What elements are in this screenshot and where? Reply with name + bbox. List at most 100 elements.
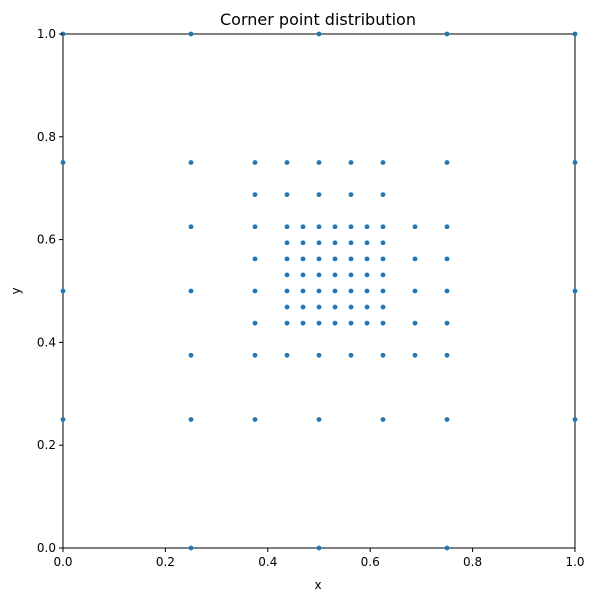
scatter-point [380, 272, 386, 278]
scatter-point [316, 272, 322, 278]
scatter-point [364, 272, 370, 278]
scatter-point [572, 288, 578, 294]
scatter-point [364, 256, 370, 262]
scatter-point [380, 240, 386, 246]
y-tick-label: 0.2 [37, 438, 56, 452]
scatter-point [380, 320, 386, 326]
scatter-point [348, 192, 354, 198]
scatter-point [444, 352, 450, 358]
scatter-point [252, 352, 258, 358]
scatter-point [284, 192, 290, 198]
x-tick-label: 0.6 [361, 555, 380, 569]
scatter-point [252, 256, 258, 262]
scatter-point [332, 224, 338, 230]
x-axis-label: x [314, 578, 321, 592]
scatter-point [316, 352, 322, 358]
scatter-point [332, 240, 338, 246]
scatter-point [284, 272, 290, 278]
scatter-point [412, 256, 418, 262]
scatter-point [300, 304, 306, 310]
scatter-point [284, 224, 290, 230]
scatter-point [380, 192, 386, 198]
scatter-point [572, 160, 578, 165]
scatter-point [412, 320, 418, 326]
scatter-point [188, 160, 194, 165]
scatter-point [444, 320, 450, 326]
scatter-point [300, 240, 306, 246]
scatter-point [412, 288, 418, 294]
y-axis-label: y [9, 287, 23, 294]
y-axis: 0.0 0.2 0.4 0.6 0.8 1.0 [37, 27, 63, 555]
scatter-point [188, 417, 194, 422]
scatter-point [380, 352, 386, 358]
scatter-point [332, 288, 338, 294]
scatter-point [412, 224, 418, 230]
scatter-point [300, 224, 306, 230]
scatter-point [284, 160, 290, 165]
scatter-point [380, 160, 386, 165]
scatter-point [188, 545, 194, 551]
scatter-point [348, 352, 354, 358]
scatter-point [348, 256, 354, 262]
scatter-point [284, 352, 290, 358]
scatter-point [300, 256, 306, 262]
x-tick-label: 0.8 [463, 555, 482, 569]
scatter-point [316, 304, 322, 310]
scatter-point [444, 31, 450, 37]
scatter-point [300, 288, 306, 294]
scatter-point [332, 320, 338, 326]
scatter-point [348, 160, 354, 165]
scatter-point [316, 160, 322, 165]
scatter-point [444, 545, 450, 551]
scatter-point [316, 320, 322, 326]
scatter-point [572, 31, 578, 37]
scatter-point [332, 272, 338, 278]
scatter-point [444, 160, 450, 165]
scatter-point [284, 320, 290, 326]
scatter-point [332, 256, 338, 262]
scatter-point [348, 288, 354, 294]
scatter-point [348, 224, 354, 230]
scatter-point [316, 240, 322, 246]
scatter-point [60, 417, 66, 422]
scatter-point [444, 224, 450, 230]
y-tick-label: 0.0 [37, 541, 56, 555]
scatter-point [380, 304, 386, 310]
scatter-point [252, 320, 258, 326]
scatter-point [316, 192, 322, 198]
x-tick-label: 0.0 [53, 555, 72, 569]
scatter-point [188, 31, 194, 37]
scatter-point [348, 240, 354, 246]
scatter-point [252, 417, 258, 422]
scatter-point [60, 160, 66, 165]
scatter-point [284, 256, 290, 262]
scatter-point [364, 224, 370, 230]
scatter-point [252, 288, 258, 294]
scatter-point [444, 288, 450, 294]
x-tick-label: 0.2 [156, 555, 175, 569]
scatter-point [348, 304, 354, 310]
scatter-point [332, 304, 338, 310]
scatter-point [60, 288, 66, 294]
scatter-point [316, 256, 322, 262]
scatter-point [380, 256, 386, 262]
scatter-point [380, 288, 386, 294]
y-tick-label: 0.6 [37, 233, 56, 247]
scatter-point [364, 240, 370, 246]
scatter-point [316, 224, 322, 230]
scatter-point [316, 545, 322, 551]
x-tick-label: 1.0 [565, 555, 584, 569]
x-tick-label: 0.4 [258, 555, 277, 569]
scatter-point [284, 288, 290, 294]
scatter-point [300, 272, 306, 278]
scatter-point [284, 240, 290, 246]
scatter-point [380, 224, 386, 230]
scatter-point [444, 256, 450, 262]
scatter-point [444, 417, 450, 422]
scatter-point [188, 288, 194, 294]
scatter-point [364, 304, 370, 310]
scatter-point [412, 352, 418, 358]
scatter-point [284, 304, 290, 310]
scatter-point [252, 192, 258, 198]
